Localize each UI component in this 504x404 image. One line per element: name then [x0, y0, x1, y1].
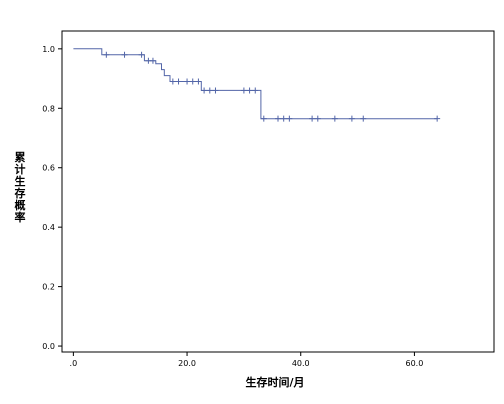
y-axis-title-char: 存: [15, 186, 26, 200]
censor-mark: [138, 51, 145, 58]
censor-mark: [348, 115, 355, 122]
censor-mark: [252, 87, 259, 94]
y-axis-title-char: 概: [15, 198, 26, 212]
survival-step-line: [73, 48, 438, 120]
y-tick-label: 1.0: [42, 45, 55, 54]
x-tick-label: 40.0: [292, 359, 310, 368]
y-tick-label: 0.2: [42, 283, 55, 292]
censor-mark: [184, 78, 191, 85]
series: [73, 48, 441, 122]
y-axis-title-char: 累: [15, 151, 26, 164]
censor-mark: [280, 115, 287, 122]
y-tick-label: 0.8: [42, 104, 55, 113]
x-tick-label: .0: [70, 359, 78, 368]
censor-mark: [175, 78, 182, 85]
y-tick-label: 0.4: [42, 223, 55, 232]
censor-mark: [121, 51, 128, 58]
censor-mark: [360, 115, 367, 122]
censor-mark: [331, 115, 338, 122]
x-tick-label: 20.0: [178, 359, 196, 368]
censor-mark: [201, 87, 208, 94]
censor-mark: [309, 115, 316, 122]
y-axis-title-char: 率: [15, 210, 26, 224]
censor-mark: [314, 115, 321, 122]
ticks: .0 20.0 40.0 60.0 0.0 0.2 0.4 0.6 0.8 1.0: [42, 45, 423, 368]
axes: [61, 30, 495, 353]
y-tick-label: 0.6: [42, 164, 55, 173]
censor-mark: [195, 78, 202, 85]
censor-mark: [275, 115, 281, 122]
censor-mark: [260, 115, 267, 122]
censor-mark: [286, 115, 293, 122]
censor-mark: [206, 87, 213, 94]
censor-mark: [189, 78, 196, 85]
censor-mark: [169, 78, 176, 85]
y-axis-title-char: 生: [15, 174, 26, 188]
censor-mark: [246, 87, 253, 94]
x-axis-title: 生存时间/月: [245, 375, 304, 389]
censor-mark: [240, 87, 247, 94]
y-tick-label: 0.0: [42, 342, 55, 351]
censor-mark: [149, 57, 156, 64]
censor-mark: [103, 51, 110, 58]
y-axis-title-char: 计: [15, 162, 26, 176]
x-tick-label: 60.0: [406, 359, 424, 368]
censor-mark: [212, 87, 219, 94]
plot-frame: [61, 30, 495, 353]
censor-mark: [434, 115, 441, 122]
